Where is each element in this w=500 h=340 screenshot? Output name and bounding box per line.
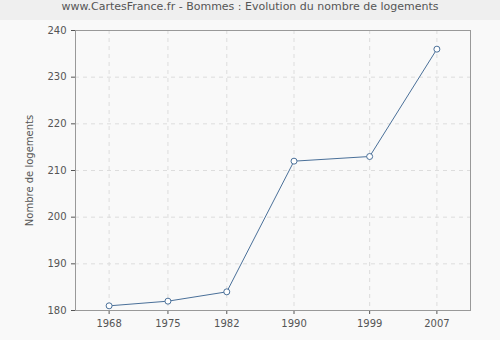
svg-text:240: 240 — [47, 25, 66, 36]
svg-text:190: 190 — [47, 258, 66, 269]
svg-text:Nombre de logements: Nombre de logements — [24, 115, 35, 226]
svg-text:1968: 1968 — [96, 318, 121, 329]
svg-text:1990: 1990 — [281, 318, 306, 329]
svg-text:210: 210 — [47, 165, 66, 176]
svg-text:230: 230 — [47, 71, 66, 82]
svg-text:200: 200 — [47, 211, 66, 222]
svg-text:180: 180 — [47, 305, 66, 316]
svg-text:1975: 1975 — [155, 318, 180, 329]
svg-text:2007: 2007 — [424, 318, 449, 329]
html-text:www.CartesFrance.fr - Bommes :: www.CartesFrance.fr - Bommes : Evolution… — [61, 0, 439, 13]
svg-text:1999: 1999 — [357, 318, 382, 329]
svg-text:220: 220 — [47, 118, 66, 129]
svg-text:1982: 1982 — [214, 318, 239, 329]
